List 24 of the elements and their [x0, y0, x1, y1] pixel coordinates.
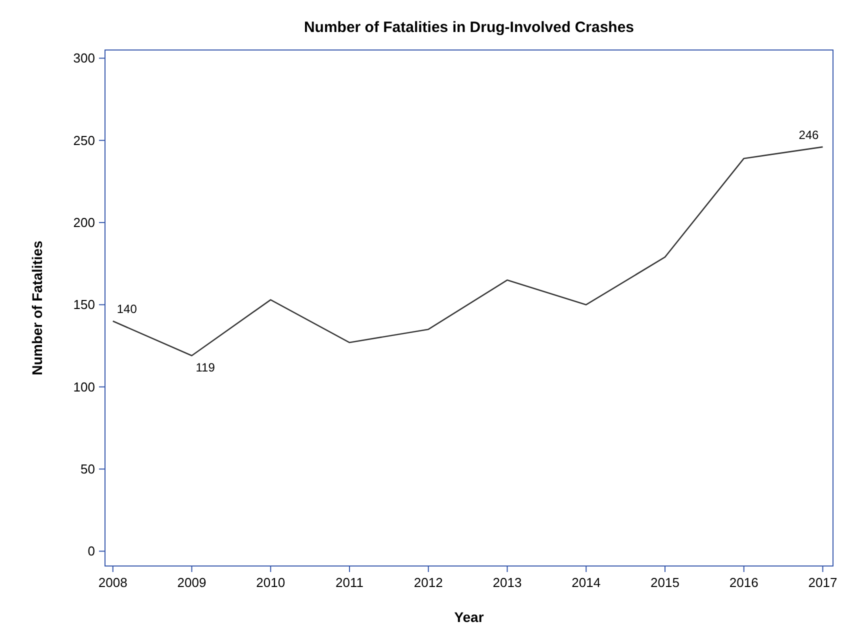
y-tick-label: 200 — [73, 215, 95, 230]
chart-title: Number of Fatalities in Drug-Involved Crashes — [304, 19, 634, 36]
y-tick-label: 250 — [73, 132, 95, 148]
x-tick-label: 2016 — [729, 575, 758, 590]
x-tick-label: 2017 — [808, 575, 838, 590]
data-label: 246 — [798, 128, 820, 142]
data-label: 140 — [116, 302, 138, 316]
x-tick-label: 2015 — [650, 575, 680, 590]
x-tick-label: 2010 — [256, 575, 286, 590]
y-tick-label: 0 — [88, 544, 95, 559]
y-tick-label: 100 — [73, 379, 95, 394]
y-tick-label: 300 — [73, 50, 95, 66]
x-tick-label: 2011 — [336, 575, 364, 590]
x-tick-label: 2013 — [492, 575, 522, 590]
line-series — [112, 146, 824, 356]
x-tick-label: 2009 — [177, 575, 206, 590]
data-label: 119 — [196, 360, 216, 375]
x-axis-title: Year — [454, 609, 484, 625]
y-axis-title: Number of Fatalities — [29, 240, 45, 376]
y-tick-label: 150 — [73, 297, 95, 312]
x-tick-label: 2012 — [414, 575, 443, 590]
x-tick-label: 2008 — [98, 575, 128, 590]
y-tick-label: 50 — [80, 462, 95, 477]
x-tick-label: 2014 — [572, 575, 601, 590]
